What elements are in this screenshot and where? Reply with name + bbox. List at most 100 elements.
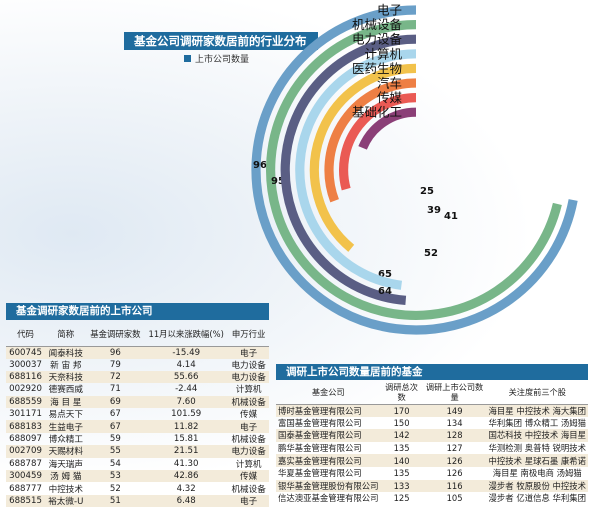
table-cell: 300459 (6, 470, 46, 483)
table-cell: -2.44 (175, 384, 198, 395)
table-cell: 裕太微-U (45, 494, 87, 508)
column-header: 11月以来涨跌幅(%) (148, 328, 224, 339)
table-cell: 计算机 (235, 385, 262, 396)
table-row: 300459 汤 姆 猫 53 42.86 传媒 (6, 470, 269, 483)
table-cell: 67 (109, 409, 121, 420)
table-cell: 688183 (6, 420, 46, 433)
table-cell: 134 (446, 417, 463, 428)
table-cell: 149 (422, 404, 487, 417)
table-cell: 688777 (9, 483, 42, 494)
table-cell: 600745 (6, 346, 46, 359)
table-cell: 嘉实基金管理有限公司 (276, 454, 381, 467)
table-cell: 4.14 (176, 359, 196, 370)
value-label: 52 (424, 248, 438, 259)
table-cell: 21.51 (144, 445, 229, 458)
category-label: 计算机 (364, 46, 402, 61)
table-cell: 新 宙 邦 (50, 360, 82, 371)
table-cell: 96 (86, 346, 145, 359)
table-cell: 71 (109, 384, 121, 395)
table-row: 博时基金管理有限公司 170 149 海目星 中控技术 海大集团 (276, 404, 588, 417)
table-cell: 华测检测 奥普特 锐明技术 (488, 443, 586, 454)
table-cell: 海目星 南极电商 汤姆猫 (492, 468, 582, 479)
table-row: 嘉实基金管理有限公司 140 126 中控技术 星球石墨 康希诺 (276, 454, 588, 467)
table-cell: 国芯科技 中控技术 海目星 (486, 429, 588, 442)
table-cell: 59 (109, 434, 121, 445)
table-row: 301171 易点天下 67 101.59 传媒 (6, 408, 269, 420)
table-cell: 漫步者 牧原股份 中控技术 (486, 479, 588, 493)
column-header: 基金公司 (311, 387, 345, 397)
table-row: 688183 生益电子 67 11.82 电子 (6, 420, 269, 433)
table-cell: 002920 (9, 384, 42, 395)
value-label: 64 (378, 286, 392, 297)
category-label: 电子 (377, 3, 402, 18)
ring-bar-4 (309, 63, 417, 252)
ring-bar-5 (324, 78, 417, 203)
table-cell: 688515 (6, 494, 46, 508)
column-header: 基金调研家数 (90, 328, 141, 339)
category-label: 电力设备 (352, 32, 403, 47)
value-label: 39 (427, 205, 441, 216)
table-cell: 128 (422, 429, 487, 442)
ring-bar-7 (358, 107, 417, 150)
table-cell: 126 (446, 468, 463, 479)
table-cell: 易点天下 (48, 410, 83, 421)
table-cell: 42.86 (144, 470, 229, 483)
fund-table: 基金公司 调研总次数 调研上市公司数量 关注度前三个股 博时基金管理有限公司 170 14… (276, 382, 588, 505)
table-cell: 富国基金管理有限公司 (278, 417, 362, 428)
table-cell: 7.60 (144, 395, 229, 409)
table-cell: 4.32 (176, 483, 196, 494)
table-cell: 67 (86, 420, 145, 433)
table-cell: 电力设备 (228, 370, 269, 384)
column-header: 调研总次数 (385, 382, 418, 402)
table-cell: 6.48 (144, 494, 229, 508)
table-cell: 海目星 中控技术 海大集团 (486, 404, 588, 417)
table-cell: 688116 (6, 370, 46, 384)
table-cell: 140 (380, 454, 423, 467)
table-cell: 传媒 (240, 410, 258, 421)
table-cell: 机械设备 (231, 435, 266, 446)
table-cell: 传媒 (228, 470, 269, 483)
table-cell: 天赐材料 (45, 445, 87, 458)
table-cell: 142 (380, 429, 423, 442)
table-cell: 15.81 (173, 434, 199, 445)
table-cell: 鹏华基金管理有限公司 (278, 443, 362, 454)
fund-table-title: 调研上市公司数量居前的基金 (276, 364, 588, 380)
table-cell: 华夏基金管理有限公司 (278, 468, 362, 479)
table-row: 688777 中控技术 52 4.32 机械设备 (6, 482, 269, 495)
table-cell: 002709 (6, 445, 46, 458)
table-row: 华夏基金管理有限公司 135 126 海目星 南极电商 汤姆猫 (276, 467, 588, 480)
table-row: 银华基金管理股份有限公司 133 116 漫步者 牧原股份 中控技术 (276, 479, 588, 493)
table-cell: 信达澳亚基金管理有限公司 (278, 493, 379, 504)
table-cell: 300037 (9, 359, 42, 370)
category-label: 基础化工 (352, 105, 402, 120)
table-row: 688116 天奈科技 72 55.66 电力设备 (6, 370, 269, 384)
table-row: 信达澳亚基金管理有限公司 125 105 漫步者 亿道信息 华利集团 (276, 492, 588, 505)
stock-table: 代码 简称 基金调研家数 11月以来涨跌幅(%) 申万行业 600745 闻泰科技 96 -1… (6, 322, 269, 508)
table-row: 688515 裕太微-U 51 6.48 电子 (6, 494, 269, 508)
table-cell: 闻泰科技 (45, 346, 87, 359)
table-cell: 中控技术 星球石墨 康希诺 (486, 454, 588, 467)
table-cell: 中控技术 (48, 484, 83, 495)
value-label: 41 (444, 211, 458, 222)
table-cell: 电力设备 (228, 445, 269, 458)
table-cell: 101.59 (171, 409, 202, 420)
table-cell: 52 (109, 483, 121, 494)
table-cell: 博众精工 (48, 435, 83, 446)
table-cell: 72 (86, 370, 145, 384)
table-row: 688097 博众精工 59 15.81 机械设备 (6, 433, 269, 445)
column-header: 简称 (57, 328, 75, 339)
table-cell: 生益电子 (45, 420, 87, 433)
table-cell: 301171 (9, 409, 42, 420)
table-header-row: 代码 简称 基金调研家数 11月以来涨跌幅(%) 申万行业 (6, 322, 269, 346)
ring-bar-6 (339, 93, 417, 191)
table-cell: 银华基金管理股份有限公司 (276, 479, 381, 493)
stock-panel: 基金调研家数居前的上市公司 代码 简称 基金调研家数 11月以来涨跌幅(%) 申万行业 … (6, 303, 269, 508)
category-label: 汽车 (377, 76, 402, 91)
table-row: 002709 天赐材料 55 21.51 电力设备 (6, 445, 269, 458)
ring-bar-1 (266, 20, 562, 320)
legend: 上市公司数量 (184, 52, 249, 65)
table-cell: 电力设备 (231, 360, 266, 371)
table-cell: 机械设备 (231, 484, 266, 495)
stock-table-title: 基金调研家数居前的上市公司 (6, 303, 269, 320)
